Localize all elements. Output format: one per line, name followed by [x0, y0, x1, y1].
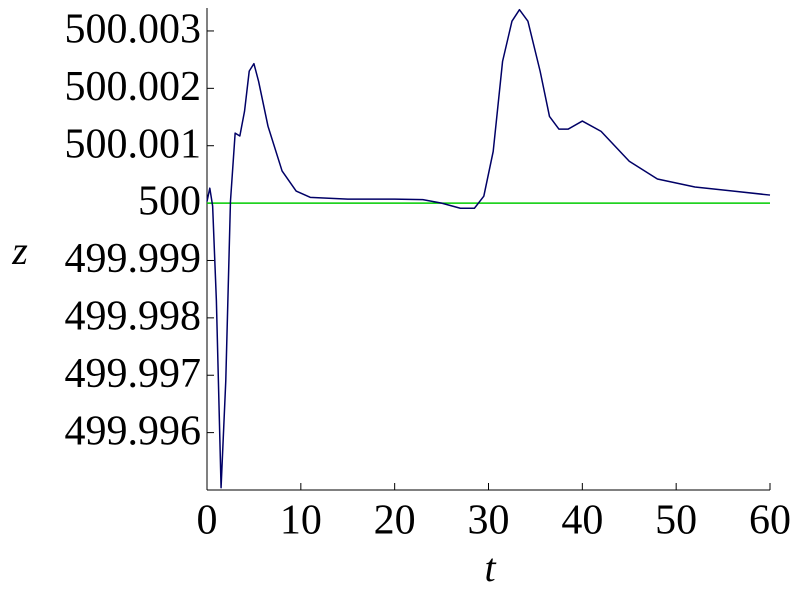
- x-tick-label: 30: [468, 498, 510, 544]
- y-tick-label: 500.001: [65, 121, 202, 167]
- y-tick-label: 500.002: [65, 64, 202, 110]
- x-tick-label: 50: [655, 498, 697, 544]
- x-axis-label: t: [484, 545, 496, 590]
- x-tick-label: 40: [561, 498, 603, 544]
- y-axis-label: z: [11, 228, 28, 273]
- x-tick-label: 0: [197, 498, 218, 544]
- y-tick-label: 499.997: [65, 351, 202, 397]
- y-tick-label: 500: [138, 179, 201, 225]
- y-tick-label: 499.998: [65, 293, 202, 339]
- x-tick-label: 10: [280, 498, 322, 544]
- x-tick-label: 60: [749, 498, 791, 544]
- y-tick-label: 499.996: [65, 408, 202, 454]
- y-tick-label: 499.999: [65, 236, 202, 282]
- line: [206, 8, 771, 489]
- x-tick-label: 20: [374, 498, 416, 544]
- y-tick-label: 500.003: [65, 7, 202, 53]
